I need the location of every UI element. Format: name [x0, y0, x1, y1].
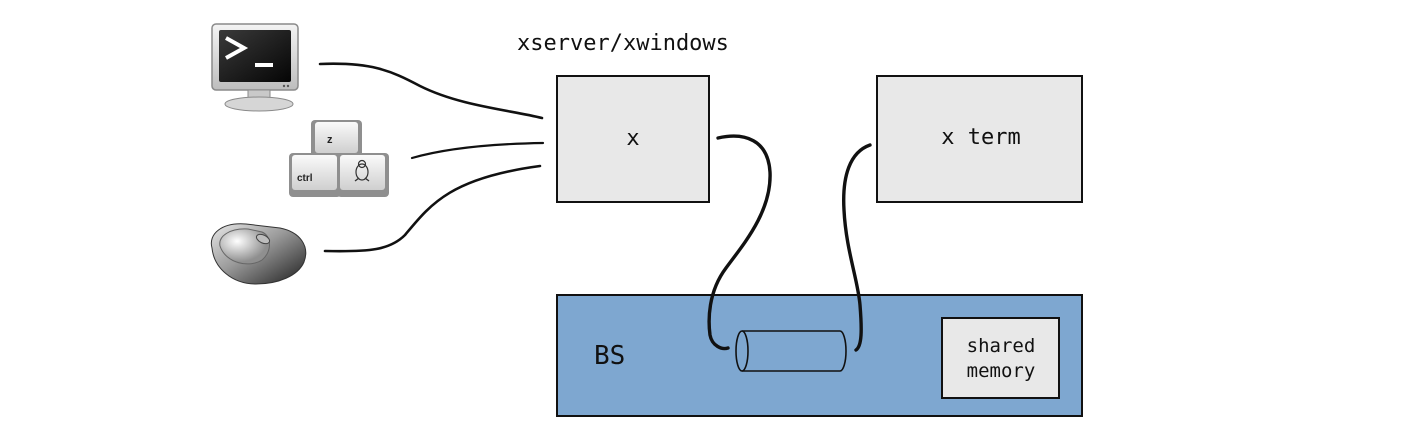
shared-memory-label-line2: memory [967, 360, 1036, 382]
pipe-wires [707, 134, 872, 352]
x-server-box: x [556, 75, 710, 203]
mouse-icon [210, 223, 307, 285]
terminal-monitor-icon [211, 23, 299, 112]
diagram-title: xserver/xwindows [517, 31, 729, 56]
keyboard-wire [410, 141, 545, 160]
key-ctrl-label: ctrl [297, 173, 313, 184]
tux-icon [354, 159, 370, 182]
os-label: BS [594, 341, 625, 371]
key-z-label: z [327, 134, 333, 146]
x-server-label: x [626, 126, 639, 151]
xterm-box: x term [876, 75, 1083, 203]
xterm-label: x term [941, 125, 1020, 150]
input-wires [318, 62, 545, 253]
shared-memory-box: shared memory [941, 317, 1060, 399]
x-to-pipe-wire [707, 134, 772, 351]
shared-memory-label-line1: shared [967, 335, 1036, 357]
pipe-cylinder-icon [735, 330, 847, 372]
keyboard-keys-icon: z ctrl [289, 120, 389, 197]
mouse-wire [323, 164, 542, 253]
xterm-to-pipe-wire [842, 143, 872, 352]
terminal-wire [318, 62, 544, 120]
